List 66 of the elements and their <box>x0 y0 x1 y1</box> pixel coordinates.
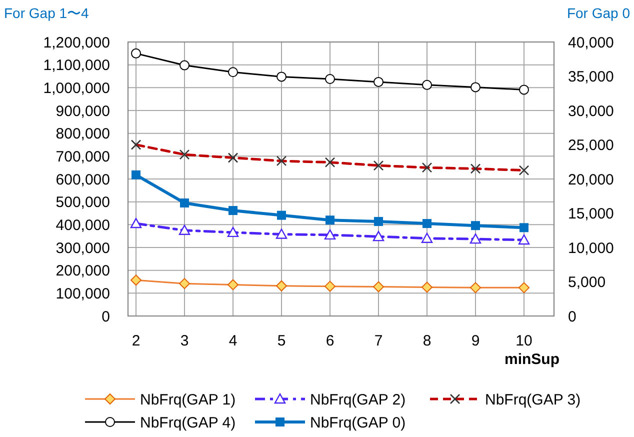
x-tick-label: 2 <box>132 332 140 350</box>
point <box>180 60 190 70</box>
legend-label: NbFrq(GAP 2) <box>310 391 406 408</box>
x-tick-label: 3 <box>180 332 189 350</box>
y-axis-title: For Gap 1〜4 <box>4 5 90 21</box>
point <box>276 228 288 239</box>
point <box>324 229 336 240</box>
point <box>325 74 335 84</box>
point <box>228 206 238 216</box>
y2-tick-label: 15,000 <box>568 206 614 222</box>
x-tick-label: 4 <box>228 332 238 350</box>
x-tick-label: 8 <box>422 332 432 350</box>
y2-axis-title: For Gap 0 <box>566 5 630 21</box>
x-tick-label: 7 <box>374 332 383 350</box>
y-tick-label: 1,000,000 <box>43 80 110 97</box>
point <box>470 82 480 92</box>
point <box>132 170 140 180</box>
y-tick-label: 400,000 <box>56 216 110 234</box>
point <box>276 72 286 82</box>
y-tick-label: 1,200,000 <box>43 34 110 52</box>
x-tick-label: 10 <box>516 332 532 350</box>
point <box>227 226 239 238</box>
y-tick-label: 600,000 <box>56 171 110 188</box>
point <box>178 224 190 235</box>
legend-label: NbFrq(GAP 1) <box>140 391 236 408</box>
y2-tick-label: 0 <box>568 308 576 326</box>
point <box>372 230 384 242</box>
point <box>374 216 383 226</box>
y-tick-label: 300,000 <box>56 240 110 257</box>
y-tick-label: 1,100,000 <box>43 57 110 74</box>
point <box>180 198 189 208</box>
point <box>520 223 528 232</box>
y-tick-label: 700,000 <box>56 148 110 166</box>
y-tick-label: 900,000 <box>56 102 110 120</box>
x-tick-label: 9 <box>471 332 480 350</box>
point <box>277 210 286 220</box>
point <box>228 67 238 78</box>
point <box>131 48 141 58</box>
point <box>374 76 384 87</box>
point <box>519 84 529 95</box>
legend-label: NbFrq(GAP 3) <box>485 391 581 408</box>
legend-label: NbFrq(GAP 0) <box>310 414 406 432</box>
point <box>470 233 482 244</box>
point <box>421 232 433 243</box>
point <box>471 221 480 230</box>
point <box>422 80 432 90</box>
point <box>130 218 142 228</box>
point <box>326 216 334 225</box>
y-tick-label: 100,000 <box>56 285 110 302</box>
y2-tick-label: 25,000 <box>568 137 614 154</box>
y-tick-label: 800,000 <box>56 126 110 143</box>
y2-tick-label: 40,000 <box>568 34 614 52</box>
x-tick-label: 5 <box>277 332 286 350</box>
point <box>518 234 530 245</box>
y-tick-label: 200,000 <box>56 262 110 280</box>
y2-tick-label: 35,000 <box>568 68 614 86</box>
y2-tick-label: 5,000 <box>568 274 606 291</box>
legend-label: NbFrq(GAP 4) <box>140 414 236 432</box>
y-tick-label: 0 <box>102 308 110 326</box>
x-axis-title: minSup <box>504 351 560 368</box>
x-tick-label: 6 <box>326 332 334 350</box>
point <box>422 219 432 228</box>
y2-tick-label: 20,000 <box>568 171 614 188</box>
y2-tick-label: 30,000 <box>568 102 614 120</box>
y2-tick-label: 10,000 <box>568 240 614 257</box>
y-tick-label: 500,000 <box>56 194 110 212</box>
